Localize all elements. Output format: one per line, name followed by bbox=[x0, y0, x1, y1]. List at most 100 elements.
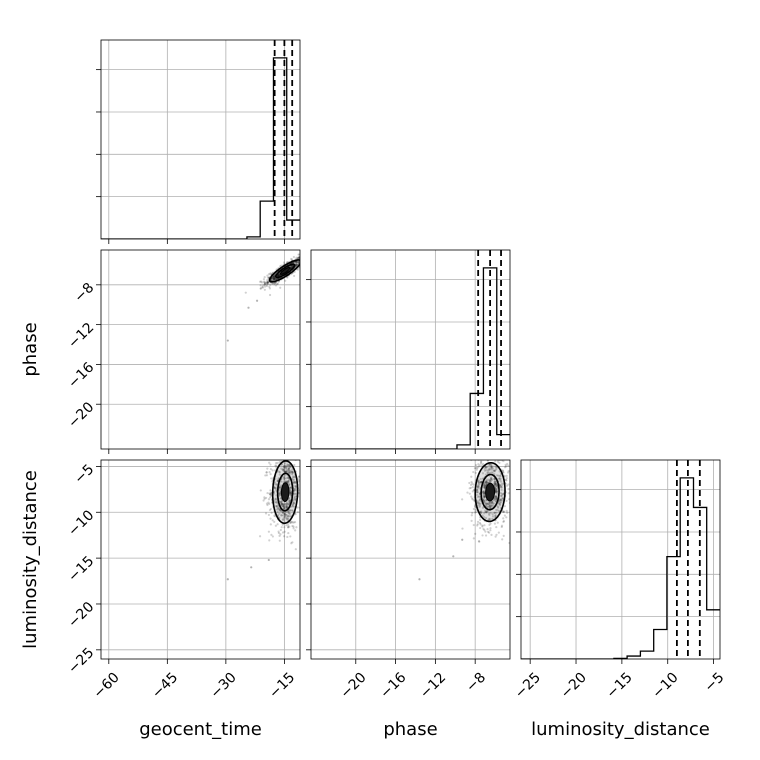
sample-point bbox=[283, 470, 286, 474]
sample-point bbox=[283, 466, 286, 470]
sample-point bbox=[278, 470, 281, 473]
sample-point bbox=[282, 478, 285, 481]
sample-point bbox=[477, 463, 480, 466]
sample-point bbox=[269, 489, 272, 492]
sample-point bbox=[268, 509, 272, 512]
sample-point bbox=[271, 519, 274, 522]
sample-point bbox=[471, 482, 474, 485]
sample-point bbox=[487, 502, 490, 505]
sample-point bbox=[279, 265, 282, 268]
sample-point bbox=[266, 281, 269, 284]
sample-point bbox=[494, 482, 497, 486]
sample-point bbox=[498, 502, 501, 506]
sample-point bbox=[290, 520, 293, 523]
sample-point bbox=[291, 475, 295, 478]
sample-point bbox=[285, 506, 288, 509]
sample-point bbox=[482, 486, 485, 489]
sample-point bbox=[493, 480, 496, 483]
sample-point bbox=[289, 465, 292, 468]
sample-point bbox=[285, 468, 288, 471]
sample-point bbox=[503, 514, 506, 517]
sample-point bbox=[280, 484, 283, 487]
sample-point bbox=[487, 469, 490, 472]
sample-point bbox=[266, 467, 269, 470]
sample-point bbox=[284, 480, 288, 483]
sample-point bbox=[483, 492, 486, 495]
histogram-step bbox=[101, 57, 300, 239]
sample-point bbox=[293, 501, 296, 504]
sample-point bbox=[474, 532, 477, 535]
sample-point bbox=[474, 510, 477, 514]
sample-point bbox=[291, 471, 295, 474]
sample-point bbox=[267, 280, 270, 284]
sample-point bbox=[482, 499, 485, 502]
sample-point bbox=[294, 529, 297, 532]
sample-point bbox=[485, 503, 488, 507]
sample-point bbox=[489, 478, 492, 481]
sample-point bbox=[278, 492, 281, 496]
sample-point bbox=[502, 510, 505, 513]
sample-point bbox=[269, 283, 272, 286]
sample-point bbox=[281, 518, 284, 521]
panel-luminosity_distance-luminosity_distance: −25 −20 −15 −10 −5 bbox=[512, 459, 728, 702]
sample-point bbox=[292, 525, 295, 528]
sample-point bbox=[287, 480, 290, 483]
sample-point bbox=[283, 526, 286, 529]
sample-point bbox=[489, 479, 492, 483]
sample-point bbox=[482, 483, 486, 486]
sample-point bbox=[296, 260, 299, 264]
sample-point bbox=[266, 281, 269, 284]
sample-point bbox=[278, 512, 281, 515]
sample-point bbox=[504, 478, 507, 482]
sample-point bbox=[288, 525, 291, 528]
histogram-step bbox=[521, 477, 720, 659]
sample-point bbox=[476, 523, 479, 526]
sample-point bbox=[281, 503, 284, 506]
sample-point bbox=[270, 278, 273, 281]
sample-point bbox=[271, 277, 274, 280]
sample-point bbox=[295, 256, 298, 259]
sample-point bbox=[477, 484, 480, 488]
sample-point bbox=[491, 471, 494, 474]
tick-label-x: −5 bbox=[702, 670, 728, 696]
sample-point bbox=[516, 467, 518, 469]
sample-point bbox=[255, 299, 259, 302]
sample-point bbox=[286, 506, 289, 509]
sample-point bbox=[490, 533, 493, 536]
sample-point bbox=[302, 267, 304, 269]
sample-point bbox=[474, 463, 478, 467]
sample-point bbox=[478, 502, 482, 506]
sample-point bbox=[484, 534, 488, 537]
sample-point bbox=[493, 481, 496, 484]
sample-point bbox=[477, 501, 480, 505]
sample-point bbox=[292, 501, 295, 504]
sample-point bbox=[452, 555, 455, 558]
sample-point bbox=[293, 270, 296, 274]
sample-point bbox=[288, 512, 292, 515]
sample-point bbox=[277, 530, 280, 533]
sample-point bbox=[303, 258, 305, 260]
sample-point bbox=[294, 492, 298, 495]
sample-point bbox=[500, 486, 503, 489]
sample-point bbox=[497, 474, 500, 477]
sample-point bbox=[294, 498, 297, 501]
sample-point bbox=[275, 504, 278, 508]
sample-point bbox=[286, 518, 290, 521]
sample-point bbox=[294, 484, 297, 488]
sample-point bbox=[495, 495, 498, 499]
joint-density bbox=[418, 460, 518, 581]
sample-point bbox=[283, 513, 286, 516]
sample-point bbox=[499, 500, 502, 503]
panel-phase-luminosity_distance: −20 −16 −12 −8 bbox=[306, 459, 518, 702]
sample-point bbox=[268, 461, 271, 464]
sample-point bbox=[302, 259, 304, 261]
sample-point bbox=[297, 423, 299, 425]
sample-point bbox=[295, 451, 297, 453]
sample-point bbox=[486, 478, 490, 481]
sample-point bbox=[264, 281, 267, 285]
sample-point bbox=[273, 483, 277, 486]
sample-point bbox=[483, 469, 487, 472]
sample-point bbox=[507, 488, 510, 491]
sample-point bbox=[271, 282, 274, 285]
sample-point bbox=[294, 480, 297, 483]
